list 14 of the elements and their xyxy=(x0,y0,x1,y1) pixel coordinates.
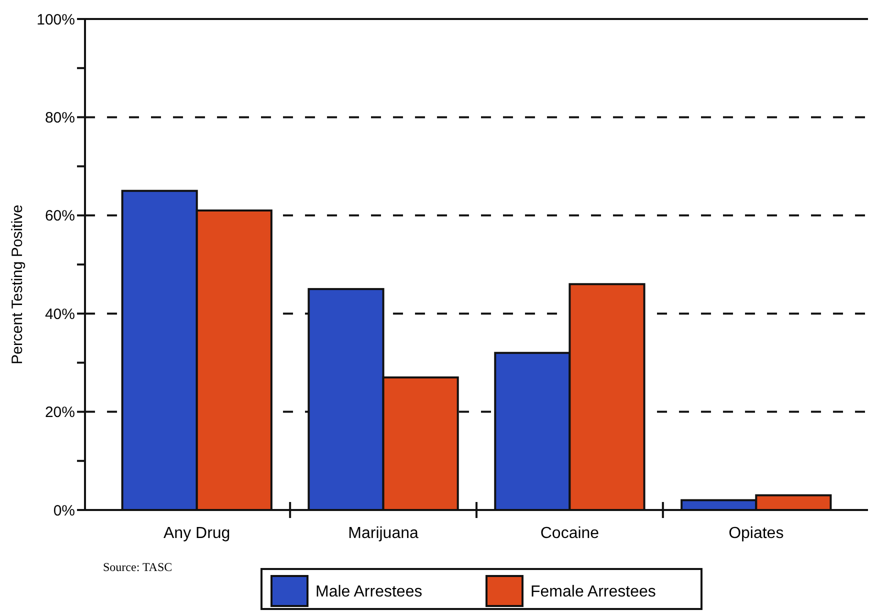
legend-label: Female Arrestees xyxy=(530,584,656,601)
x-tick-label: Marijuana xyxy=(348,525,419,542)
source-note: Source: TASC xyxy=(103,560,172,574)
x-tick-label: Any Drug xyxy=(164,525,230,542)
y-tick-label: 20% xyxy=(44,404,75,422)
y-tick-label: 80% xyxy=(44,109,75,126)
y-tick-label: 0% xyxy=(53,502,75,520)
x-tick-label: Opiates xyxy=(728,525,784,542)
x-tick-label: Cocaine xyxy=(540,525,600,542)
legend-label: Male Arrestees xyxy=(316,584,422,601)
y-tick-label: 40% xyxy=(44,306,75,323)
y-tick-label: 60% xyxy=(44,208,75,225)
y-axis-title: Percent Testing Positive xyxy=(9,204,26,364)
y-tick-label: 100% xyxy=(36,11,75,28)
